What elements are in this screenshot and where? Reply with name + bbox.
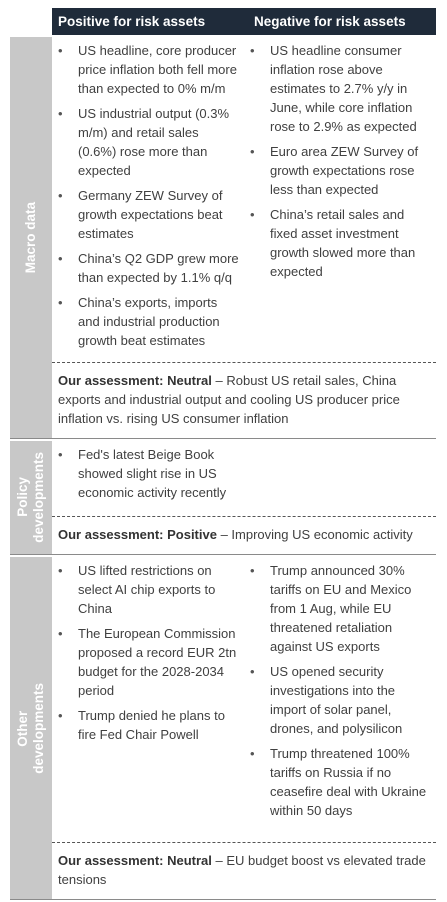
section-content: US headline, core producer price inflati… [52,37,436,438]
bullet-item: Trump announced 30% tariffs on EU and Me… [244,561,432,656]
negative-list: Trump announced 30% tariffs on EU and Me… [244,561,436,842]
section-content: Fed's latest Beige Book showed slight ri… [52,441,436,554]
assessment: Our assessment: Neutral – EU budget boos… [52,843,436,899]
negative-list [244,445,436,516]
assessment-label: Our assessment: Neutral [58,853,212,868]
section-label: Other developments [15,683,47,774]
bullet-item: Trump threatened 100% tariffs on Russia … [244,744,432,820]
assessment-text: – Improving US economic activity [220,527,413,542]
bullet-item: Euro area ZEW Survey of growth expectati… [244,142,432,199]
section-label-line: developments [31,682,46,774]
assessment-label: Our assessment: Positive [58,527,217,542]
section-label-line: developments [31,452,46,543]
bullet-item: China’s retail sales and fixed asset inv… [244,205,432,281]
bullet-columns: US headline, core producer price inflati… [52,37,436,363]
header-cell: Positive for risk assets [58,14,206,29]
bullet-item: The European Commission proposed a recor… [52,624,240,700]
bullet-columns: US lifted restrictions on select AI chip… [52,557,436,843]
positive-list: US headline, core producer price inflati… [52,41,244,362]
header-cell: Negative for risk assets [254,14,406,29]
section-label-cell: Other developments [10,557,52,899]
section-label-line: Other [15,710,30,747]
assessment-text: – Robust US retail sales, China exports … [58,373,400,426]
table-body: Macro data US headline, core producer pri… [10,37,436,902]
bullet-item: US headline consumer inflation rose abov… [244,41,432,136]
section-label-line: Policy [15,477,30,518]
negative-list: US headline consumer inflation rose abov… [244,41,436,362]
section: PolicydevelopmentsFed's latest Beige Boo… [10,441,436,555]
positive-list: US lifted restrictions on select AI chip… [52,561,244,842]
section-label: Policy developments [15,452,47,543]
bullet-item: US lifted restrictions on select AI chip… [52,561,240,618]
section-label: Macro data [23,202,39,273]
positive-list: Fed's latest Beige Book showed slight ri… [52,445,244,516]
section: Macro data US headline, core producer pri… [10,37,436,439]
bullet-item: Fed's latest Beige Book showed slight ri… [52,445,240,502]
section-label-cell: Policy developments [10,441,52,554]
bullet-item: China’s Q2 GDP grew more than expected b… [52,249,240,287]
bullet-item: US headline, core producer price inflati… [52,41,240,98]
bullet-item: Trump denied he plans to fire Fed Chair … [52,706,240,744]
assessment-label: Our assessment: Neutral [58,373,212,388]
bullet-item: US opened security investigations into t… [244,662,432,738]
section-label-cell: Macro data [10,37,52,438]
bullet-item: Germany ZEW Survey of growth expectation… [52,186,240,243]
page: Positive for risk assets Negative for ri… [0,0,447,883]
bullet-item: China’s exports, imports and industrial … [52,293,240,350]
assessment: Our assessment: Positive – Improving US … [52,517,436,554]
section-content: US lifted restrictions on select AI chip… [52,557,436,899]
bullet-item: US industrial output (0.3% m/m) and reta… [52,104,240,180]
bullet-columns: Fed's latest Beige Book showed slight ri… [52,441,436,517]
section-label-line: Macro data [23,201,38,274]
table-header: Positive for risk assets Negative for ri… [52,8,436,35]
assessment: Our assessment: Neutral – Robust US reta… [52,363,436,438]
